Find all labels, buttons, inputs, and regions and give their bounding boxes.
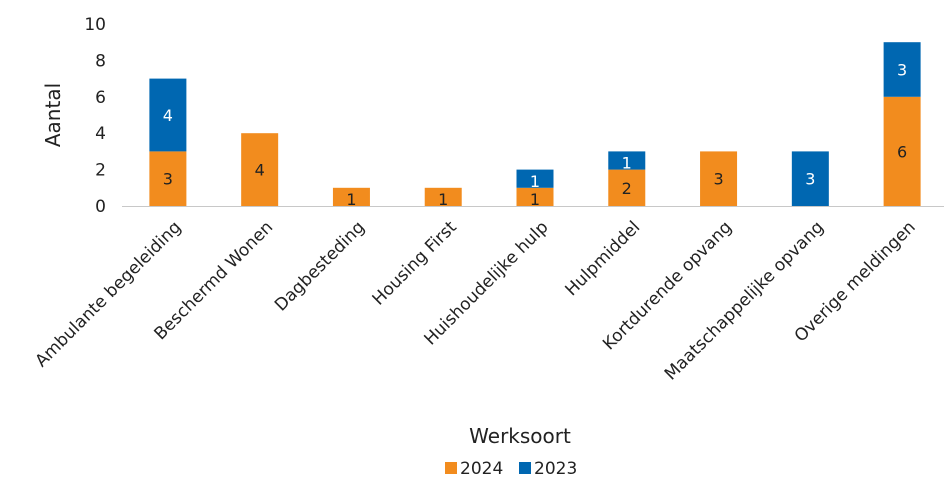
y-axis: 0 2 4 6 8 10	[84, 15, 106, 217]
bar-segment-2024	[883, 96, 921, 206]
y-tick-label: 8	[95, 51, 106, 71]
bar-segment-2023	[149, 78, 187, 152]
data-label: 1	[346, 190, 356, 209]
bar-segment-2024	[516, 187, 554, 206]
legend-swatch-2024	[445, 462, 457, 474]
data-label: 6	[897, 142, 907, 161]
bar-segment-2023	[791, 151, 829, 206]
y-tick-label: 10	[84, 15, 106, 35]
data-label: 1	[530, 190, 540, 209]
data-label: 4	[255, 161, 265, 180]
bar-segment-2023	[516, 169, 554, 188]
bar-segment-2023	[883, 42, 921, 97]
bar-segment-2024	[149, 151, 187, 206]
bar-segment-2024	[241, 133, 279, 206]
category-label: Housing First	[369, 217, 461, 309]
legend-label: 2023	[534, 459, 577, 479]
y-tick-label: 0	[95, 197, 106, 217]
legend-label: 2024	[460, 459, 503, 479]
data-label: 3	[897, 61, 907, 80]
legend-swatch-2023	[519, 462, 531, 474]
category-label: Maatschappelijke opvang	[661, 217, 828, 384]
y-axis-title: Aantal	[41, 83, 65, 147]
y-tick-label: 6	[95, 88, 106, 108]
bar-segment-2024	[608, 169, 646, 206]
category-label: Dagbesteding	[271, 217, 369, 315]
data-label: 4	[163, 106, 173, 125]
bar-segment-2024	[700, 151, 738, 206]
bar-segment-2024	[424, 187, 462, 206]
category-label: Hulpmiddel	[561, 217, 644, 300]
data-label: 1	[530, 172, 540, 191]
data-label: 3	[805, 170, 815, 189]
legend: 2024 2023	[445, 459, 577, 479]
category-label: Ambulante begeleiding	[31, 217, 185, 371]
y-tick-label: 4	[95, 124, 106, 144]
data-label: 3	[713, 170, 723, 189]
bar-segment-2024	[332, 187, 370, 206]
data-label: 2	[622, 179, 632, 198]
data-label: 1	[438, 190, 448, 209]
bar-segment-2023	[608, 151, 646, 170]
data-label: 3	[163, 170, 173, 189]
y-tick-label: 2	[95, 161, 106, 181]
x-axis-title: Werksoort	[469, 424, 571, 448]
data-label: 1	[622, 154, 632, 173]
